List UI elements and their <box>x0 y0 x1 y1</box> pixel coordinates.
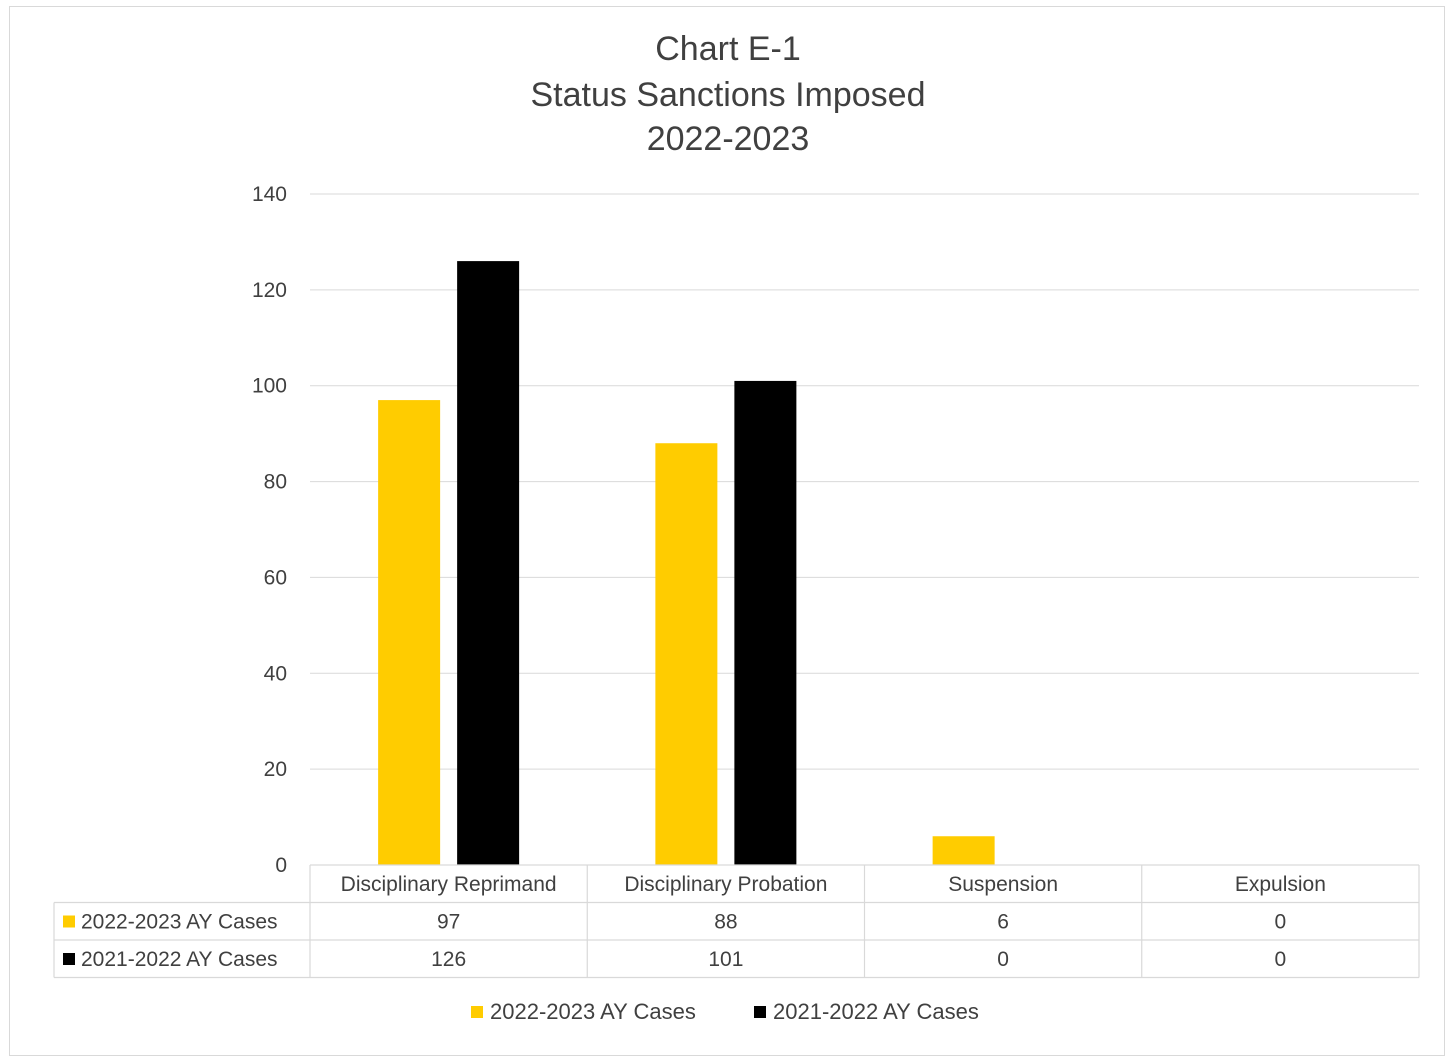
data-table: Disciplinary Reprimand Disciplinary Proba… <box>53 864 1420 979</box>
bar-2022-2023-ay-cases-disciplinary-reprimand <box>378 400 441 865</box>
table-cell-1-2: 0 <box>997 948 1009 971</box>
legend-label-1: 2021-2022 AY Cases <box>773 999 979 1024</box>
chart-title-line-2: Status Sanctions Imposed <box>530 76 925 114</box>
table-cell-0-3: 0 <box>1275 911 1287 934</box>
table-cell-0-2: 6 <box>997 911 1009 934</box>
y-axis-tick-labels: 0 20 40 60 80 100 120 140 <box>252 183 287 877</box>
bar-2022-2023-ay-cases-suspension <box>932 836 995 865</box>
table-legend-key-0 <box>63 915 75 928</box>
y-tick-label-60: 60 <box>264 566 287 589</box>
bar-2021-2022-ay-cases-disciplinary-probation <box>734 380 797 865</box>
legend-key-1 <box>754 1006 766 1018</box>
chart-title: Chart E-1 Status Sanctions Imposed 2022-… <box>530 30 925 158</box>
table-cell-1-1: 101 <box>708 948 743 971</box>
table-header-disciplinary-probation: Disciplinary Probation <box>624 873 827 896</box>
table-header-suspension: Suspension <box>948 873 1058 896</box>
table-cell-1-3: 0 <box>1275 948 1287 971</box>
legend-label-0: 2022-2023 AY Cases <box>490 999 696 1024</box>
table-legend-key-1 <box>63 953 75 965</box>
table-cell-0-0: 97 <box>437 911 460 934</box>
table-header-disciplinary-reprimand: Disciplinary Reprimand <box>341 873 557 896</box>
chart-title-line-3: 2022-2023 <box>647 120 810 158</box>
chart-frame <box>9 6 1445 1056</box>
table-row-label-1: 2021-2022 AY Cases <box>81 948 278 971</box>
y-tick-label-40: 40 <box>264 662 287 685</box>
chart-title-line-1: Chart E-1 <box>655 30 801 68</box>
table-cell-0-1: 88 <box>714 911 737 934</box>
table-header-expulsion: Expulsion <box>1235 873 1326 896</box>
y-tick-label-120: 120 <box>252 279 287 302</box>
bar-2022-2023-ay-cases-disciplinary-probation <box>655 443 718 865</box>
bars <box>378 261 995 866</box>
table-cell-1-0: 126 <box>431 948 466 971</box>
y-tick-label-0: 0 <box>275 854 287 877</box>
bar-2021-2022-ay-cases-disciplinary-reprimand <box>457 261 520 866</box>
y-tick-label-140: 140 <box>252 183 287 206</box>
y-tick-label-100: 100 <box>252 375 287 398</box>
table-row-label-0: 2022-2023 AY Cases <box>81 911 278 934</box>
y-tick-label-80: 80 <box>264 471 287 494</box>
legend: 2022-2023 AY Cases 2021-2022 AY Cases <box>471 999 979 1024</box>
legend-key-0 <box>471 1006 483 1018</box>
y-tick-label-20: 20 <box>264 758 287 781</box>
